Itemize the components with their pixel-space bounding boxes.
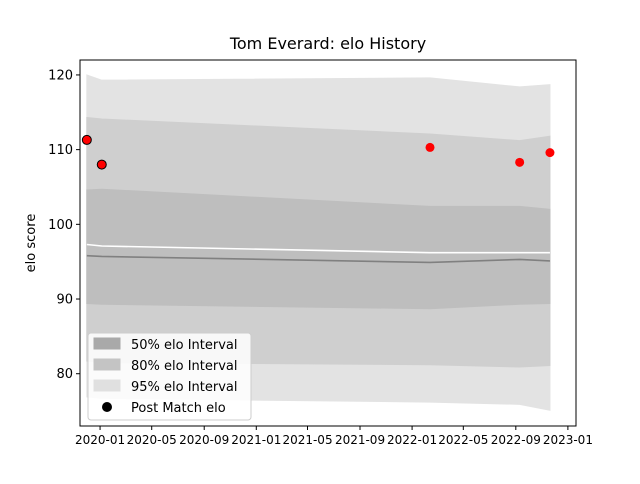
plot-frame — [79, 59, 577, 427]
legend-label-50-elo-interval: 50% elo Interval — [131, 338, 238, 353]
legend-label-95-elo-interval: 95% elo Interval — [131, 380, 238, 395]
line-mean-elo — [86, 243, 550, 254]
post-match-point-2 — [96, 159, 107, 170]
y-tick-label-80: 80 — [56, 367, 73, 382]
post-match-point-3 — [425, 142, 435, 152]
x-tick-label-2020-09: 2020-09 — [179, 433, 229, 447]
y-tick-label-120: 120 — [48, 68, 73, 83]
post-match-point-4 — [515, 157, 525, 167]
legend-swatch-50-elo-interval — [93, 337, 121, 350]
legend-swatch-95-elo-interval — [93, 379, 121, 392]
x-tick-label-2021-09: 2021-09 — [335, 433, 385, 447]
post-match-point-5 — [545, 148, 555, 158]
x-tick-label-2022-01: 2022-01 — [387, 433, 437, 447]
legend-label-post-match-elo: Post Match elo — [131, 401, 226, 416]
legend-box — [87, 332, 252, 421]
y-axis-label: elo score — [24, 214, 39, 273]
x-tick-label-2021-01: 2021-01 — [231, 433, 281, 447]
x-tick-label-2021-05: 2021-05 — [282, 433, 332, 447]
legend-swatch-post-match-elo — [102, 402, 112, 412]
x-tick-label-2020-05: 2020-05 — [127, 433, 177, 447]
legend-swatch-80-elo-interval — [93, 358, 121, 371]
chart-title: Tom Everard: elo History — [229, 34, 426, 53]
legend-label-80-elo-interval: 80% elo Interval — [131, 359, 238, 374]
x-tick-label-2022-05: 2022-05 — [438, 433, 488, 447]
post-match-point-1 — [81, 134, 92, 145]
line-median-elo — [86, 254, 551, 264]
x-tick-label-2020-01: 2020-01 — [75, 433, 125, 447]
plot-area — [81, 74, 555, 411]
y-tick-label-90: 90 — [56, 293, 73, 308]
band-50-elo-interval — [86, 188, 551, 310]
y-tick-label-100: 100 — [48, 218, 73, 233]
legend: 50% elo Interval 80% elo Interval 95% elo … — [87, 332, 252, 421]
y-tick-label-110: 110 — [48, 143, 73, 158]
x-tick-label-2023-01: 2023-01 — [543, 433, 593, 447]
x-tick-label-2022-09: 2022-09 — [491, 433, 541, 447]
